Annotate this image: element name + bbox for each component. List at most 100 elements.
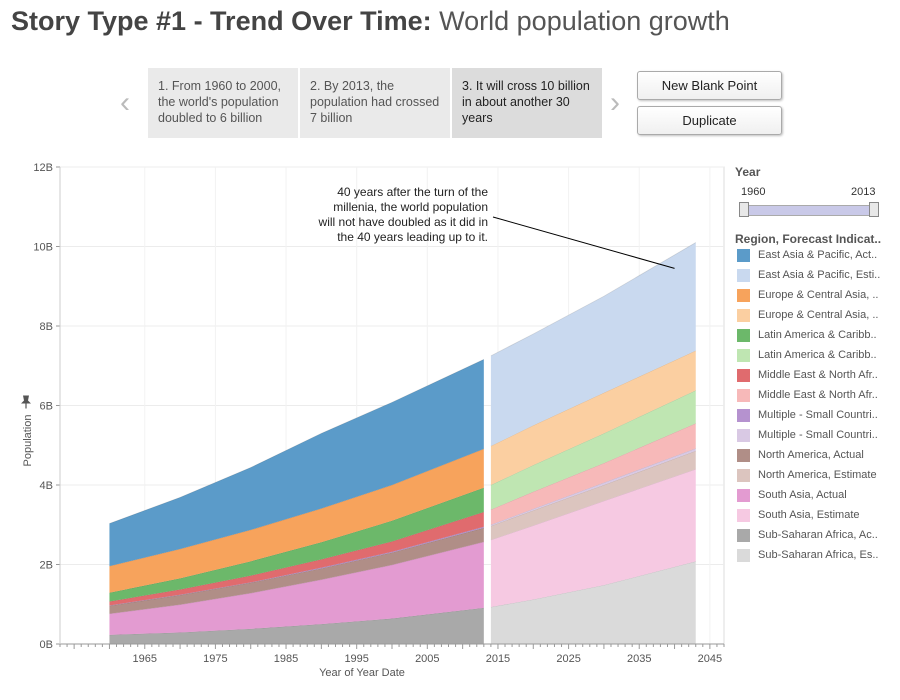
legend-item[interactable]: Europe & Central Asia, .. [737,308,882,324]
legend-label: Multiple - Small Countri.. [758,429,878,441]
legend-item[interactable]: East Asia & Pacific, Esti.. [737,268,882,284]
x-tick-label: 2035 [627,653,651,665]
x-tick-label: 1965 [133,653,157,665]
legend-label: East Asia & Pacific, Esti.. [758,269,881,281]
annotation-text: millenia, the world population [333,200,488,214]
area-band [109,487,484,602]
legend-item[interactable]: South Asia, Actual [737,488,882,504]
legend-item[interactable]: Latin America & Caribb.. [737,328,882,344]
area-edge [490,423,696,511]
area-band [490,423,696,525]
area-edge [490,242,696,357]
annotation-text: will not have doubled as it did in [318,215,488,229]
axes: 0B 2B 4B 6B 8B 10B 12B 1965 1975 1985 1995 2005 2015… [21,162,725,679]
chart-areas [109,242,696,644]
legend-label: Latin America & Caribb.. [758,349,877,361]
year-slider-min-handle[interactable] [739,202,749,217]
area-edge [490,448,696,526]
slider-min-label: 1960 [741,186,766,198]
x-tick-label: 2025 [556,653,580,665]
story-point-2[interactable]: 2. By 2013, the population had crossed 7… [300,68,450,138]
plot-frame [59,166,725,645]
y-tick-label: 8B [40,321,53,333]
x-tick-label: 2005 [415,653,439,665]
y-tick-label: 4B [40,480,53,492]
x-tick-label: 1995 [344,653,368,665]
y-tick-label: 10B [33,242,53,254]
legend-swatch [737,269,750,282]
legend-swatch [737,429,750,442]
y-axis-label: Population [22,415,34,467]
next-arrow-icon[interactable]: › [610,86,620,119]
area-band [490,242,696,447]
area-edge [109,487,484,594]
area-edge [109,527,484,607]
year-slider-track[interactable] [743,205,876,216]
legend-swatch [737,329,750,342]
legend-swatch [737,509,750,522]
legend-swatch [737,289,750,302]
legend-item[interactable]: North America, Actual [737,448,882,464]
legend-item[interactable]: Europe & Central Asia, .. [737,288,882,304]
area-edge [109,541,484,615]
legend-label: East Asia & Pacific, Act.. [758,249,878,261]
year-slider-max-handle[interactable] [869,202,879,217]
legend-swatch [737,389,750,402]
legend-item[interactable]: South Asia, Estimate [737,508,882,524]
legend-label: Sub-Saharan Africa, Ac.. [758,529,878,541]
legend-item[interactable]: East Asia & Pacific, Act.. [737,248,882,264]
legend-label: Multiple - Small Countri.. [758,409,878,421]
title-rest: World population growth [431,6,730,36]
legend-label: North America, Actual [758,449,864,461]
area-edge [109,448,484,567]
legend-label: South Asia, Estimate [758,509,860,521]
legend-item[interactable]: Multiple - Small Countri.. [737,408,882,424]
legend-item[interactable]: Middle East & North Afr.. [737,388,882,404]
area-band [490,469,696,608]
area-band [490,390,696,510]
area-band [109,526,484,606]
legend-swatch [737,409,750,422]
story-point-3[interactable]: 3. It will cross 10 billion in about ano… [452,68,602,138]
area-edge [109,511,484,602]
area-band [109,527,484,614]
area-band [109,359,484,567]
title-bold: Story Type #1 - Trend Over Time: [11,6,432,36]
legend-item[interactable]: Latin America & Caribb.. [737,348,882,364]
annotation: 40 years after the turn of themillenia, … [318,185,675,269]
x-tick-label: 1975 [203,653,227,665]
area-edge [109,607,484,636]
pin-icon [21,395,31,409]
area-band [490,350,696,485]
legend-swatch [737,249,750,262]
y-tick-label: 6B [40,401,53,413]
duplicate-button[interactable]: Duplicate [637,106,782,135]
x-tick-label: 2045 [698,653,722,665]
area-band [109,512,484,606]
legend-swatch [737,349,750,362]
new-blank-point-button[interactable]: New Blank Point [637,71,782,100]
area-edge [490,450,696,527]
story-point-1[interactable]: 1. From 1960 to 2000, the world's popula… [148,68,298,138]
legend-swatch [737,469,750,482]
page-title: Story Type #1 - Trend Over Time: World p… [11,6,730,37]
area-edge [490,560,696,608]
area-edge [490,350,696,447]
legend-item[interactable]: Middle East & North Afr.. [737,368,882,384]
legend-swatch [737,489,750,502]
legend-label: South Asia, Actual [758,489,847,501]
x-tick-label: 1985 [274,653,298,665]
legend-item[interactable]: Multiple - Small Countri.. [737,428,882,444]
legend-item[interactable]: North America, Estimate [737,468,882,484]
y-tick-label: 0B [40,639,53,651]
legend-item[interactable]: Sub-Saharan Africa, Ac.. [737,528,882,544]
legend-item[interactable]: Sub-Saharan Africa, Es.. [737,548,882,564]
year-filter-title: Year [735,165,761,179]
y-tick-label: 12B [33,162,53,174]
legend-swatch [737,449,750,462]
legend-label: Latin America & Caribb.. [758,329,877,341]
legend-title: Region, Forecast Indicat.. [735,232,882,246]
area-band [490,450,696,540]
prev-arrow-icon[interactable]: ‹ [120,86,130,119]
legend-label: North America, Estimate [758,469,877,481]
